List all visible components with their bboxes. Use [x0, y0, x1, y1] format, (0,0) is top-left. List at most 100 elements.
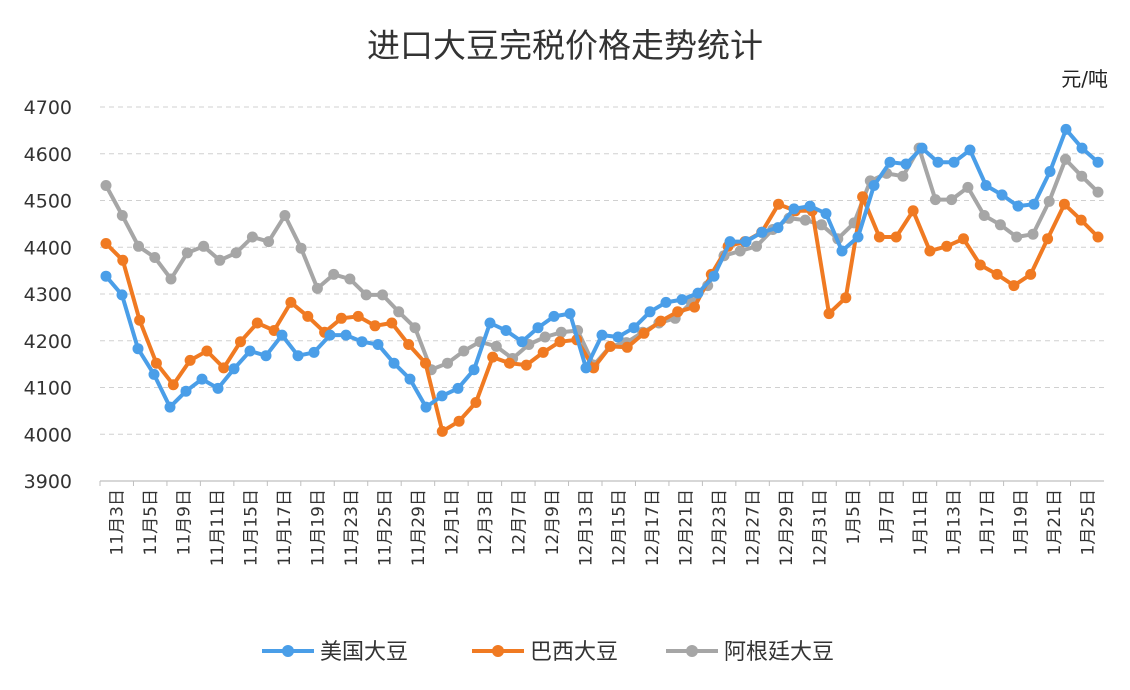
x-tick-label: 1月5日: [844, 489, 864, 545]
data-point: [100, 180, 112, 191]
legend-marker: [492, 645, 504, 657]
data-point: [279, 210, 291, 221]
x-tick-label: 1月19日: [1011, 489, 1031, 555]
data-point: [453, 415, 465, 427]
data-point: [751, 240, 762, 252]
legend-marker: [686, 645, 698, 657]
data-point: [916, 142, 928, 154]
data-point: [907, 205, 919, 217]
series-1: [100, 123, 1104, 413]
data-point: [823, 308, 835, 320]
data-point: [991, 268, 1003, 280]
data-point: [554, 336, 566, 348]
data-point: [100, 270, 112, 282]
x-tick-label: 12月27日: [744, 489, 764, 566]
x-tick-label: 12月9日: [543, 489, 563, 555]
data-point: [740, 236, 752, 248]
data-point: [932, 156, 944, 168]
x-tick-label: 1月11日: [911, 489, 931, 555]
data-point: [708, 270, 720, 282]
data-point: [420, 401, 432, 413]
data-point: [958, 233, 969, 245]
data-point: [1092, 156, 1104, 168]
data-point: [251, 317, 263, 329]
data-point: [516, 336, 528, 348]
data-point: [436, 425, 448, 437]
data-point: [1008, 280, 1020, 292]
data-point: [1092, 186, 1104, 198]
data-point: [403, 339, 415, 350]
x-tick-label: 11月25日: [375, 489, 395, 566]
x-tick-label: 11月19日: [309, 489, 329, 566]
data-point: [167, 379, 179, 391]
data-point: [470, 397, 482, 408]
data-point: [548, 310, 560, 322]
data-point: [484, 317, 496, 329]
x-tick-label: 1月17日: [978, 489, 998, 555]
data-point: [1076, 142, 1088, 154]
data-point: [116, 210, 128, 221]
data-point: [201, 345, 213, 357]
data-point: [628, 322, 640, 334]
data-point: [980, 180, 992, 191]
data-point: [1011, 231, 1023, 243]
data-point: [929, 194, 941, 206]
data-point: [836, 245, 848, 257]
data-point: [164, 401, 176, 413]
data-point: [756, 226, 768, 238]
data-point: [149, 252, 161, 263]
data-point: [1028, 198, 1040, 210]
x-tick-label: 12月3日: [476, 489, 496, 555]
data-point: [180, 385, 192, 397]
data-point: [724, 236, 736, 248]
data-point: [184, 354, 196, 366]
data-point: [263, 236, 275, 248]
y-tick-label: 3900: [24, 471, 72, 493]
data-point: [890, 231, 902, 243]
data-point: [246, 231, 258, 243]
data-point: [328, 268, 340, 280]
data-point: [276, 329, 288, 341]
data-point: [799, 214, 811, 226]
x-tick-label: 12月31日: [811, 489, 831, 566]
data-point: [655, 315, 667, 327]
y-tick-label: 4400: [24, 237, 72, 259]
x-tick-label: 1月13日: [944, 489, 964, 555]
legend-item: 阿根廷大豆: [666, 640, 834, 665]
data-point: [734, 245, 746, 257]
data-point: [409, 322, 421, 334]
data-point: [260, 350, 272, 362]
unit-label: 元/吨: [1061, 67, 1108, 91]
x-tick-label: 11月9日: [175, 489, 195, 555]
data-point: [198, 240, 210, 252]
data-point: [692, 287, 704, 299]
x-tick-label: 11月11日: [208, 489, 228, 566]
legend-label: 美国大豆: [320, 640, 408, 665]
data-point: [555, 326, 567, 338]
data-point: [1076, 170, 1088, 182]
data-point: [436, 390, 448, 402]
x-tick-label: 12月1日: [442, 489, 462, 555]
legend-marker: [282, 645, 294, 657]
x-tick-label: 1月25日: [1078, 489, 1098, 555]
x-tick-label: 11月3日: [108, 489, 128, 555]
data-point: [487, 351, 499, 363]
data-point: [857, 191, 869, 203]
data-point: [689, 301, 700, 313]
x-tick-label: 1月21日: [1045, 489, 1065, 555]
data-point: [311, 282, 323, 294]
data-point: [964, 144, 976, 156]
data-point: [941, 240, 953, 252]
data-point: [816, 219, 827, 231]
series-line: [104, 127, 1100, 410]
data-point: [285, 296, 297, 308]
data-point: [386, 317, 398, 329]
data-point: [369, 320, 381, 332]
data-point: [132, 343, 144, 355]
data-point: [564, 308, 576, 320]
data-point: [621, 341, 633, 353]
legend-item: 巴西大豆: [472, 640, 618, 665]
data-point: [994, 219, 1006, 231]
data-point: [773, 198, 784, 210]
data-point: [1075, 214, 1087, 226]
